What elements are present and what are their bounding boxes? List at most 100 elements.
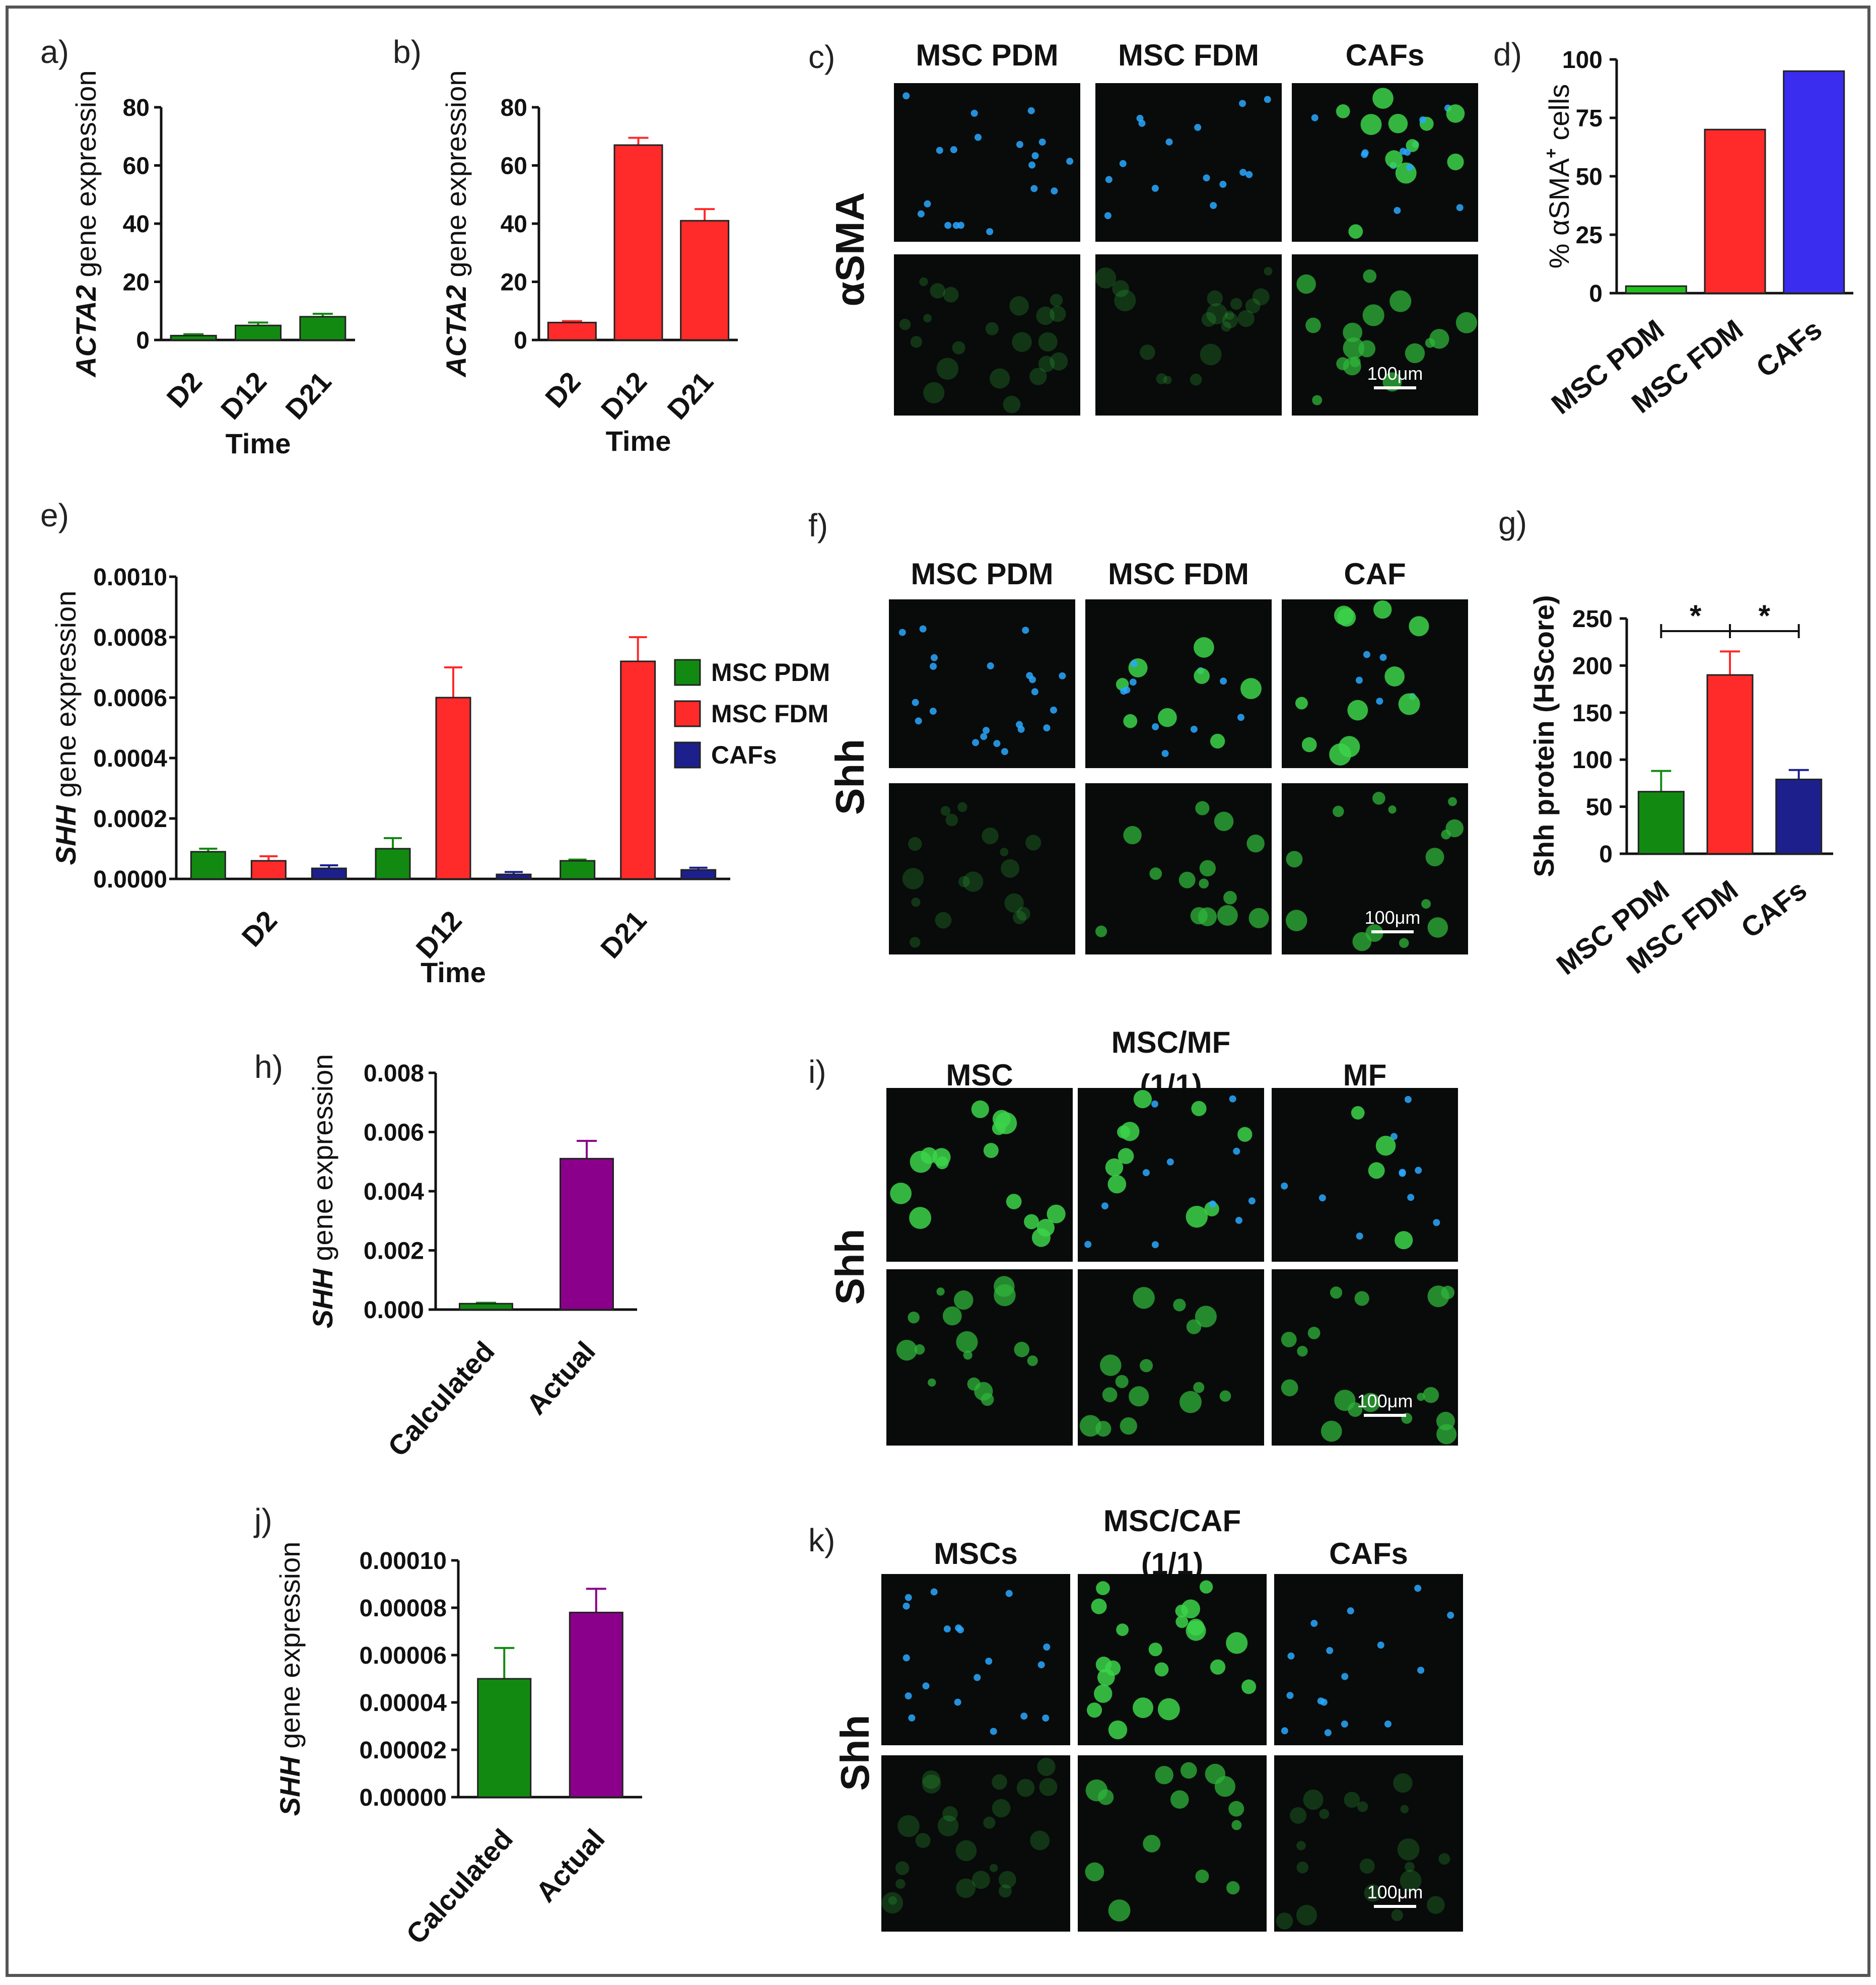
cell [1438, 1853, 1450, 1865]
cell [1305, 317, 1321, 333]
cell [1405, 1862, 1415, 1872]
cell [954, 1698, 961, 1706]
y-tick-label: 75 [1576, 105, 1603, 132]
cell [1039, 1777, 1058, 1796]
legend-entry: CAFs [711, 741, 777, 769]
cell [1030, 1830, 1050, 1851]
cell [1050, 706, 1057, 714]
cell [1375, 1135, 1396, 1156]
cell [1343, 357, 1361, 376]
cell [1084, 1241, 1092, 1248]
cell [1114, 290, 1136, 312]
cell [1318, 1194, 1326, 1202]
cell [908, 837, 922, 851]
cell [1094, 1684, 1113, 1703]
cell [1281, 1727, 1288, 1735]
cell [1116, 1623, 1129, 1636]
y-tick-label: 0 [514, 327, 527, 354]
cell [1173, 1298, 1186, 1312]
cell [1012, 332, 1032, 352]
cell [956, 1331, 978, 1353]
cell [1022, 627, 1029, 634]
cell [1020, 1713, 1028, 1720]
y-tick-label: 0.0010 [93, 564, 167, 591]
cell [897, 1815, 920, 1837]
cell [1415, 1167, 1422, 1174]
cell [1219, 180, 1227, 188]
cell [922, 1682, 930, 1690]
micrograph-tile [1282, 783, 1468, 954]
cell [1344, 1792, 1360, 1808]
y-axis-label-text: gene expression [274, 1542, 306, 1757]
micrograph-tile [1272, 1088, 1458, 1262]
cell [1281, 1182, 1288, 1190]
cell [1115, 1375, 1129, 1388]
y-tick-label: 40 [501, 211, 527, 238]
cell [1248, 908, 1269, 928]
cell [1037, 1757, 1056, 1776]
cell [1151, 1100, 1159, 1108]
y-axis-label-text: gene expression [50, 591, 82, 806]
cell [1016, 1778, 1035, 1797]
y-tick-label: 0.00006 [359, 1642, 447, 1669]
y-axis-label: SHH gene expression [274, 1542, 306, 1816]
legend-swatch [674, 659, 701, 686]
cell [930, 283, 945, 299]
column-header: CAFs [1329, 1537, 1408, 1570]
y-tick-label: 50 [1576, 164, 1603, 190]
y-tick-label: 0.0004 [93, 745, 167, 772]
cell [1307, 1327, 1321, 1339]
cell [994, 1284, 1016, 1307]
y-tick-label: 0.004 [364, 1179, 424, 1205]
cell [1372, 791, 1385, 805]
cell [898, 629, 906, 636]
cell [1123, 826, 1142, 845]
x-axis-label: Time [421, 956, 486, 988]
cell [895, 1861, 910, 1875]
cell [1296, 274, 1316, 294]
cell [1447, 153, 1464, 171]
cell [1120, 1417, 1137, 1435]
bar [680, 220, 730, 341]
cell [1397, 1838, 1420, 1861]
cell [1388, 114, 1408, 133]
cell [1031, 688, 1038, 696]
cell [905, 1692, 912, 1700]
micrograph-background [1078, 1755, 1267, 1932]
cell [1427, 1285, 1449, 1308]
bar [1637, 791, 1685, 855]
cell [1317, 1697, 1325, 1705]
y-axis-label-gene: SHH [50, 805, 82, 865]
cell [1324, 1729, 1332, 1737]
cell [980, 733, 988, 740]
cell [970, 109, 978, 117]
y-tick-label: 0.0002 [93, 806, 167, 833]
cell [1037, 1661, 1045, 1669]
micrograph-tile [1274, 1574, 1463, 1745]
cell [1240, 678, 1262, 700]
cell [1343, 337, 1365, 359]
cell [896, 1339, 918, 1361]
column-header: MSC PDM [916, 38, 1058, 72]
cell [1351, 1106, 1365, 1120]
cell [1235, 1216, 1243, 1224]
cell [1031, 1228, 1051, 1247]
bar [235, 324, 282, 341]
cell [1425, 848, 1444, 867]
cell [1447, 1611, 1454, 1619]
cell [936, 147, 943, 154]
cell [1341, 1720, 1348, 1728]
cell [881, 1892, 904, 1914]
micrograph-background [1085, 783, 1272, 954]
cell [1095, 1657, 1112, 1673]
cell [955, 1624, 962, 1632]
micrograph-background [894, 254, 1080, 416]
micrograph-tile [881, 1755, 1070, 1932]
cell [942, 1306, 962, 1326]
cell [1059, 672, 1066, 679]
cell [1245, 298, 1261, 314]
cell [1359, 1858, 1375, 1874]
cell [1296, 1841, 1306, 1851]
bar-cafs [680, 869, 717, 880]
cell [1161, 749, 1169, 757]
